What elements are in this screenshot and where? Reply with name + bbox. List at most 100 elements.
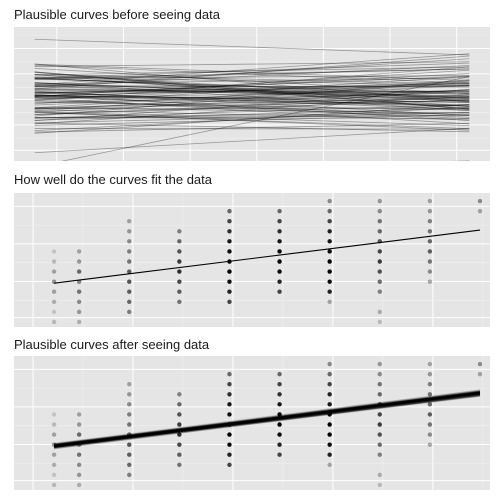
posterior-curve — [54, 391, 481, 445]
prior-curve — [34, 122, 470, 133]
data-point — [76, 482, 82, 488]
posterior-curve — [54, 393, 481, 448]
prior-curve — [34, 80, 470, 109]
data-point — [227, 462, 232, 468]
data-point — [227, 229, 232, 234]
posterior-curve — [54, 393, 481, 448]
posterior-curve — [54, 391, 481, 446]
data-point — [377, 371, 382, 377]
prior-curve — [34, 78, 470, 96]
data-point — [277, 279, 282, 284]
data-point — [327, 361, 332, 367]
data-point — [127, 442, 132, 447]
posterior-curve — [54, 392, 481, 447]
prior-curve — [34, 112, 470, 124]
data-point — [327, 289, 332, 294]
data-point — [327, 392, 332, 397]
posterior-curve — [54, 393, 481, 447]
data-point — [51, 259, 57, 264]
posterior-curve — [54, 393, 481, 448]
prior-curve — [34, 107, 470, 110]
prior-curve — [34, 79, 470, 117]
data-point — [427, 198, 433, 204]
posterior-curve — [54, 392, 481, 448]
data-point — [127, 462, 132, 468]
prior-curve — [34, 94, 470, 104]
data-point — [327, 402, 332, 407]
data-point — [327, 259, 332, 264]
posterior-curve — [54, 394, 481, 448]
data-point — [51, 452, 57, 457]
chart-title-before: Plausible curves before seeing data — [14, 7, 220, 22]
posterior-curve — [54, 390, 481, 446]
prior-curve — [34, 84, 470, 94]
prior-curve — [34, 90, 470, 116]
data-point — [427, 219, 433, 224]
data-point — [427, 279, 433, 284]
posterior-curve — [54, 395, 481, 449]
posterior-curve — [54, 392, 481, 447]
prior-curve — [34, 78, 470, 94]
prior-curve — [34, 127, 470, 154]
data-point — [327, 432, 332, 437]
data-point — [227, 208, 232, 214]
data-point — [477, 208, 483, 214]
prior-curve — [34, 85, 470, 100]
data-point — [327, 299, 332, 305]
prior-curve — [34, 73, 470, 85]
posterior-curve — [54, 392, 481, 447]
posterior-curve — [54, 392, 481, 447]
posterior-curve — [54, 392, 481, 448]
posterior-curve — [54, 391, 481, 446]
data-point — [177, 299, 182, 305]
data-point — [377, 472, 382, 478]
data-point — [227, 442, 232, 447]
data-point — [277, 208, 282, 214]
posterior-curve — [54, 390, 481, 446]
prior-curve — [34, 73, 470, 97]
data-point — [427, 392, 433, 397]
data-point — [227, 371, 232, 377]
prior-curve — [34, 111, 470, 131]
data-point — [76, 299, 82, 305]
posterior-curve — [54, 390, 481, 447]
data-point — [277, 432, 282, 437]
data-point — [427, 422, 433, 427]
data-point — [427, 442, 433, 447]
data-point — [177, 422, 182, 427]
data-point — [227, 382, 232, 387]
posterior-curve — [54, 393, 481, 449]
data-point — [177, 402, 182, 407]
data-point — [127, 279, 132, 284]
posterior-curve — [54, 392, 481, 447]
posterior-curve — [54, 392, 481, 447]
posterior-curve — [54, 394, 481, 449]
posterior-curve — [54, 394, 481, 448]
data-point — [177, 452, 182, 457]
prior-curve — [34, 95, 470, 101]
prior-curve — [34, 71, 470, 110]
prior-curve — [34, 128, 470, 130]
data-point — [51, 482, 57, 488]
prior-curve — [34, 89, 470, 113]
prior-curve — [34, 66, 470, 102]
posterior-curve — [54, 391, 481, 447]
data-point — [227, 432, 232, 437]
prior-curve — [34, 99, 470, 110]
data-point — [377, 309, 382, 315]
posterior-curve — [54, 392, 481, 448]
prior-curve — [34, 117, 470, 119]
data-point — [76, 249, 82, 254]
chart-panel-fit — [14, 193, 490, 327]
prior-curve — [34, 97, 470, 125]
data-point — [127, 229, 132, 234]
data-point — [327, 249, 332, 254]
data-point — [227, 269, 232, 274]
data-point — [76, 259, 82, 264]
prior-curve — [34, 83, 470, 97]
posterior-curve — [54, 393, 481, 447]
posterior-curve — [54, 389, 481, 445]
prior-curve — [34, 94, 470, 107]
data-point — [51, 442, 57, 447]
prior-curve — [34, 75, 470, 95]
